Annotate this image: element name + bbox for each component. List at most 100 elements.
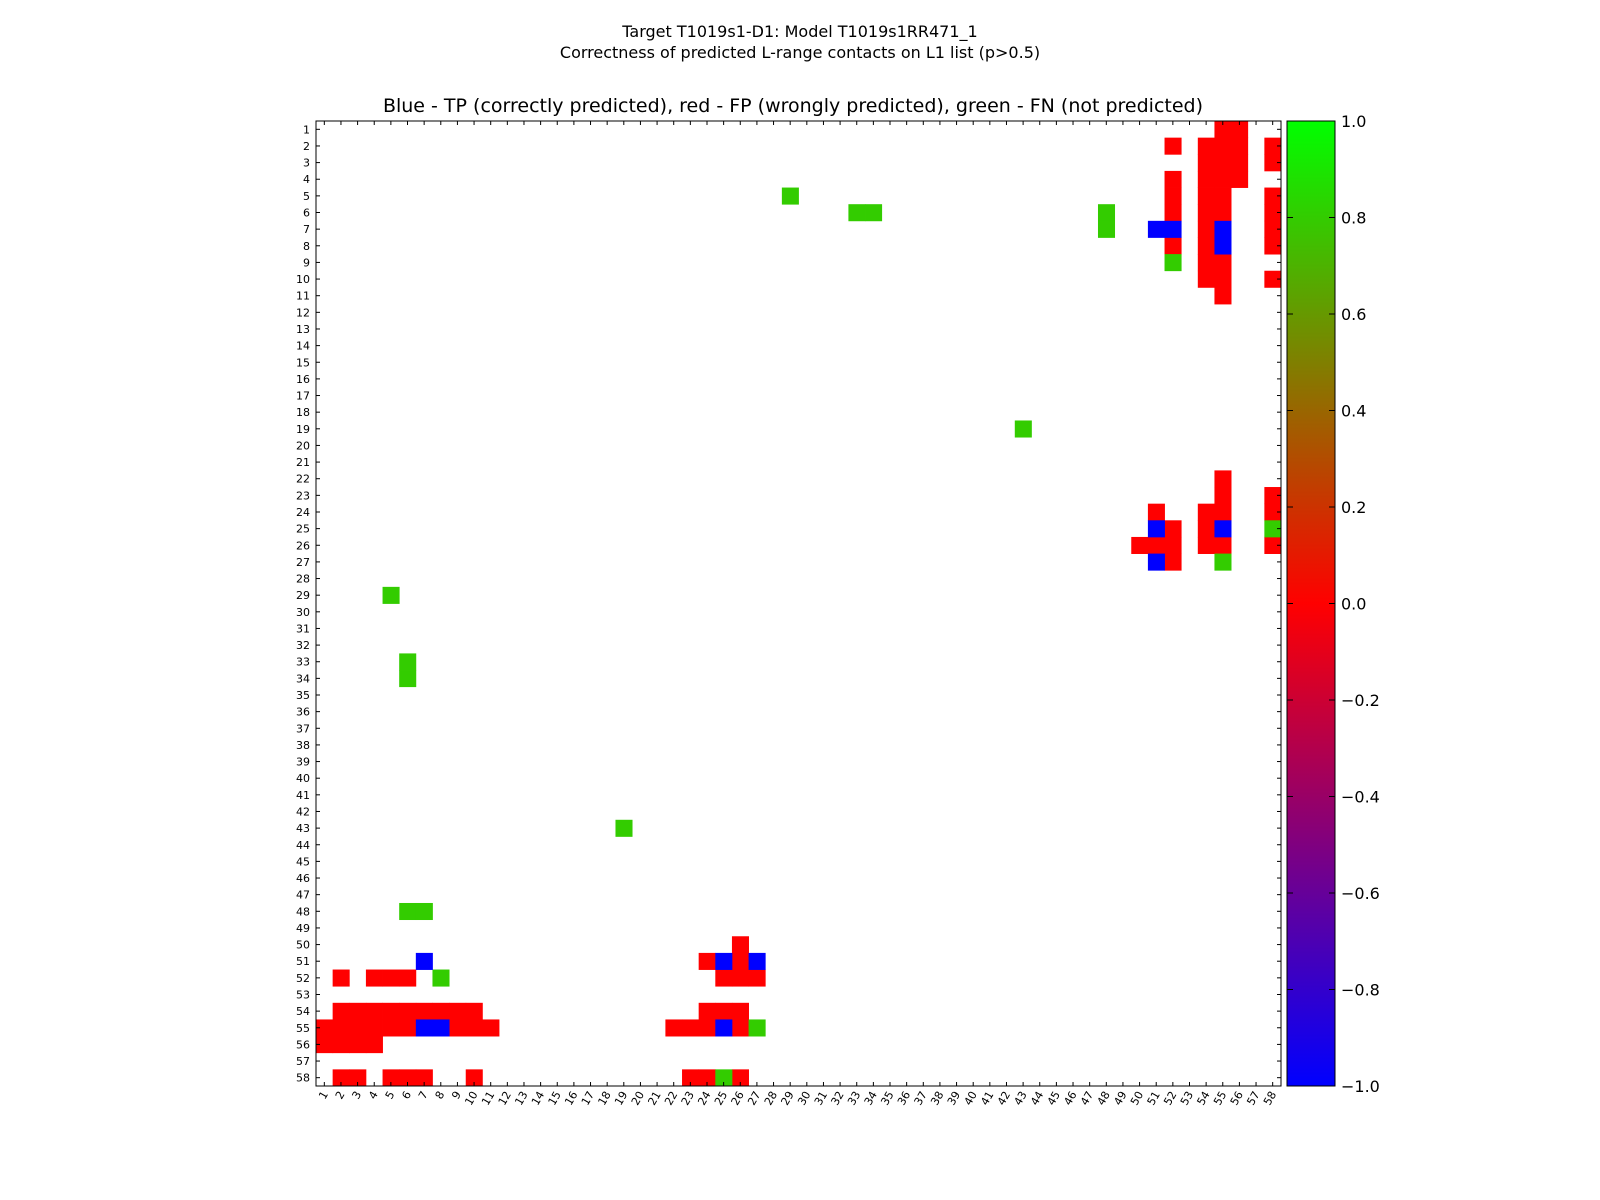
y-tick-label: 35 — [296, 689, 310, 702]
y-tick-label: 51 — [296, 955, 310, 968]
x-tick-label: 47 — [1078, 1089, 1096, 1108]
x-tick-label: 32 — [828, 1089, 846, 1108]
x-tick-label: 55 — [1211, 1089, 1229, 1108]
x-tick-label: 8 — [433, 1089, 448, 1102]
colorbar-tick-label: 0.0 — [1341, 595, 1366, 614]
cell-tp-r55-c8 — [432, 1019, 450, 1037]
x-tick-label: 24 — [695, 1089, 713, 1108]
cell-fp-r55-c10 — [465, 1019, 483, 1037]
cell-fp-r54-c25 — [715, 1002, 733, 1020]
cell-fp-r54-c8 — [432, 1002, 450, 1020]
cell-fp-r54-c24 — [698, 1002, 716, 1020]
y-tick-label: 55 — [296, 1022, 310, 1035]
y-tick-label: 33 — [296, 656, 310, 669]
cell-fp-r9-c54 — [1197, 254, 1215, 272]
y-tick-label: 49 — [296, 922, 310, 935]
cell-fp-r58-c23 — [682, 1069, 700, 1087]
cell-fp-r5-c54 — [1197, 187, 1215, 205]
x-tick-label: 14 — [529, 1089, 547, 1108]
y-axis-ticks: 1234567891011121314151617181920212223242… — [296, 123, 1281, 1085]
cell-fp-r6-c58 — [1264, 204, 1282, 222]
y-tick-label: 15 — [296, 356, 310, 369]
x-tick-label: 58 — [1261, 1089, 1279, 1108]
cell-fp-r55-c3 — [349, 1019, 367, 1037]
colorbar-ticks: 1.0 0.8 0.6 0.4 0.2 0.0 −0.2 −0.4 −0.6 −0.8 −1.0 — [1287, 112, 1380, 1096]
cell-fp-r54-c10 — [465, 1002, 483, 1020]
cell-fn-r33-c6 — [399, 653, 417, 671]
cell-fp-r24-c58 — [1264, 503, 1282, 521]
cell-fp-r54-c7 — [415, 1002, 433, 1020]
cell-fp-r52-c2 — [332, 969, 350, 987]
y-tick-label: 40 — [296, 772, 310, 785]
cell-tp-r27-c51 — [1147, 553, 1165, 571]
x-tick-label: 54 — [1194, 1089, 1212, 1108]
cell-tp-r8-c55 — [1214, 237, 1232, 255]
x-tick-label: 35 — [878, 1089, 896, 1108]
cell-fn-r9-c52 — [1164, 254, 1182, 272]
colorbar-tick-label: −1.0 — [1341, 1077, 1380, 1096]
cell-fp-r10-c54 — [1197, 270, 1215, 288]
cell-fp-r6-c55 — [1214, 204, 1232, 222]
cell-fp-r10-c55 — [1214, 270, 1232, 288]
cell-fp-r1-c55 — [1214, 121, 1232, 139]
cell-fp-r6-c54 — [1197, 204, 1215, 222]
x-tick-label: 53 — [1178, 1089, 1196, 1108]
cell-fp-r25-c54 — [1197, 520, 1215, 538]
cell-fp-r26-c55 — [1214, 536, 1232, 554]
y-tick-label: 42 — [296, 805, 310, 818]
y-tick-label: 10 — [296, 273, 310, 286]
cell-fp-r24-c55 — [1214, 503, 1232, 521]
cell-fp-r3-c55 — [1214, 154, 1232, 172]
cell-fp-r25-c52 — [1164, 520, 1182, 538]
cell-fn-r6-c48 — [1097, 204, 1116, 222]
cell-fp-r52-c4 — [365, 969, 383, 987]
cell-fp-r55-c26 — [731, 1019, 749, 1037]
x-tick-label: 39 — [945, 1089, 963, 1108]
y-tick-label: 37 — [296, 722, 310, 735]
x-tick-label: 9 — [449, 1089, 464, 1102]
x-tick-label: 12 — [496, 1089, 514, 1108]
cell-fp-r23-c55 — [1214, 487, 1232, 505]
cell-fp-r4-c55 — [1214, 170, 1232, 188]
x-tick-label: 44 — [1028, 1089, 1046, 1108]
cell-tp-r51-c7 — [415, 952, 433, 970]
cell-fp-r52-c5 — [382, 969, 400, 987]
x-tick-label: 52 — [1161, 1089, 1179, 1108]
cell-fp-r24-c54 — [1197, 503, 1215, 521]
plot-frame — [315, 120, 1282, 1087]
cell-fp-r7-c58 — [1264, 220, 1282, 238]
figure-title-line-2: Correctness of predicted L-range contact… — [559, 43, 1041, 62]
x-axis-ticks: 1 2 3 4 5 6 7 8 91011121314151617181920212223242… — [316, 121, 1279, 1108]
cell-fp-r1-c56 — [1231, 121, 1249, 139]
cell-fn-r48-c7 — [415, 902, 433, 921]
x-tick-label: 29 — [779, 1089, 797, 1108]
y-tick-label: 1 — [303, 123, 310, 136]
cell-fp-r54-c9 — [449, 1002, 467, 1020]
x-tick-label: 5 — [383, 1089, 398, 1102]
y-tick-label: 18 — [296, 406, 310, 419]
x-tick-label: 21 — [645, 1089, 663, 1108]
cell-fp-r56-c2 — [332, 1036, 350, 1054]
cell-fp-r58-c10 — [465, 1069, 483, 1087]
cell-fn-r6-c33 — [848, 204, 866, 222]
cell-fp-r55-c5 — [382, 1019, 400, 1037]
colorbar — [1286, 120, 1336, 1087]
x-tick-label: 19 — [612, 1089, 630, 1108]
x-tick-label: 27 — [745, 1089, 763, 1108]
x-tick-label: 4 — [366, 1089, 381, 1102]
cell-fp-r2-c52 — [1164, 137, 1182, 155]
cell-fp-r24-c51 — [1147, 503, 1165, 521]
x-tick-label: 26 — [729, 1089, 747, 1108]
cell-fp-r58-c24 — [698, 1069, 716, 1087]
y-tick-label: 44 — [296, 839, 310, 852]
cell-fn-r29-c5 — [382, 586, 400, 604]
y-tick-label: 4 — [303, 173, 310, 186]
y-tick-label: 21 — [296, 456, 310, 469]
x-tick-label: 7 — [416, 1089, 431, 1102]
x-tick-label: 22 — [662, 1089, 680, 1108]
cell-fp-r54-c2 — [332, 1002, 350, 1020]
cell-fp-r58-c5 — [382, 1069, 400, 1087]
y-tick-label: 46 — [296, 872, 310, 885]
colorbar-tick-label: 0.2 — [1341, 498, 1366, 517]
y-tick-label: 48 — [296, 905, 310, 918]
